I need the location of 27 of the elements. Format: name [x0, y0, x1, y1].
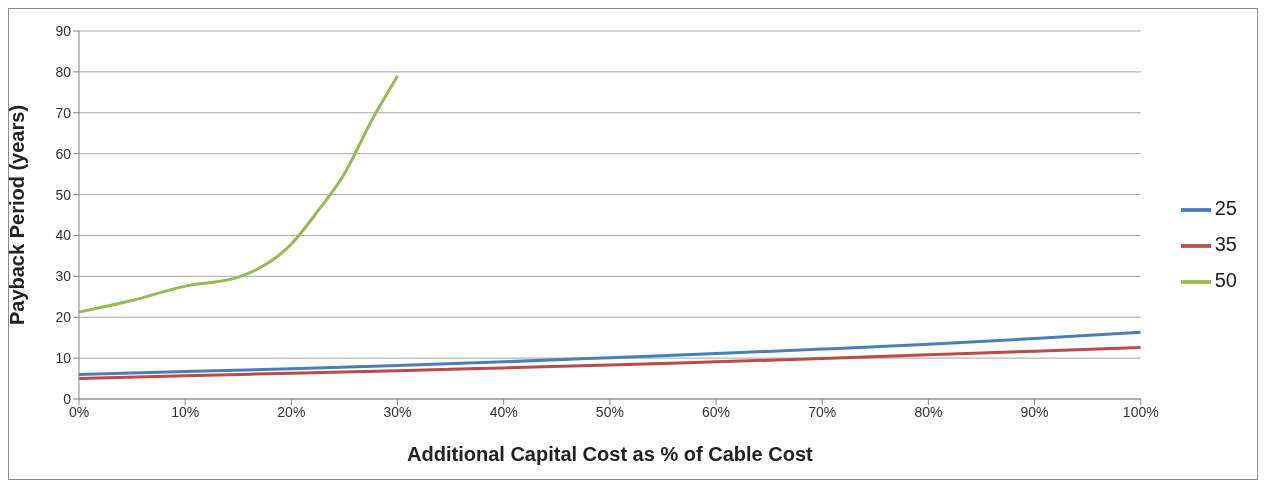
- x-tick-label: 100%: [1122, 403, 1159, 420]
- line-series: [79, 330, 1141, 376]
- y-tick-label: 20: [55, 309, 72, 326]
- line-series: [79, 345, 1141, 381]
- y-tick-label: 40: [55, 227, 72, 244]
- y-axis-title: Payback Period (years): [6, 104, 29, 326]
- line-series: [79, 74, 400, 314]
- y-tick-label: 90: [55, 22, 72, 39]
- x-tick-label: 20%: [277, 403, 306, 420]
- x-tick-label: 10%: [171, 403, 200, 420]
- x-tick-label: 40%: [489, 403, 518, 420]
- x-tick-label: 60%: [702, 403, 731, 420]
- y-tick-label: 30: [55, 268, 72, 285]
- x-axis-title: Additional Capital Cost as % of Cable Cost: [407, 443, 814, 465]
- y-tick-label: 60: [55, 145, 72, 162]
- x-tick-label: 90%: [1020, 403, 1049, 420]
- y-tick-label: 50: [55, 186, 72, 203]
- y-tick-label: 70: [55, 104, 72, 121]
- x-tick-label: 70%: [808, 403, 837, 420]
- legend-label: 50: [1214, 269, 1237, 291]
- legend-label: 25: [1214, 197, 1237, 219]
- legend-label: 35: [1214, 233, 1237, 255]
- x-tick-label: 50%: [595, 403, 624, 420]
- x-tick-label: 80%: [914, 403, 943, 420]
- y-tick-label: 10: [55, 350, 72, 367]
- x-tick-label: 30%: [383, 403, 412, 420]
- y-tick-label: 80: [55, 63, 72, 80]
